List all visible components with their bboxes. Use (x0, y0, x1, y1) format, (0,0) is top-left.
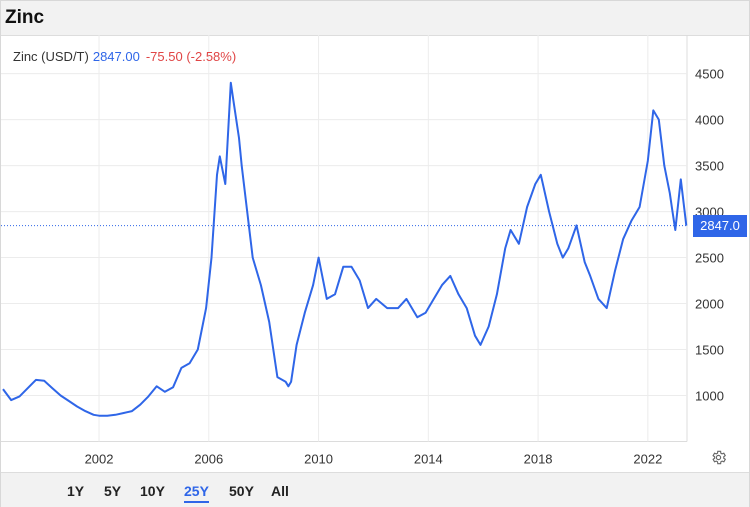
legend-series-name: Zinc (USD/T) (13, 49, 89, 64)
x-tick-label: 2022 (633, 452, 662, 467)
legend-change: -75.50 (-2.58%) (145, 49, 237, 64)
range-10y-button[interactable]: 10Y (140, 483, 165, 499)
y-tick-label: 2000 (695, 297, 724, 312)
x-tick-label: 2014 (414, 452, 443, 467)
range-5y-button[interactable]: 5Y (104, 483, 122, 499)
x-axis: 2002 2006 2010 2014 2018 2022 (85, 452, 663, 467)
legend-price: 2847.00 (92, 49, 140, 64)
y-tick-label: 1000 (695, 389, 724, 404)
gear-icon[interactable] (710, 449, 727, 466)
range-50y-button[interactable]: 50Y (229, 483, 254, 499)
y-tick-label: 1500 (695, 343, 724, 358)
chart-grid (1, 35, 688, 442)
series-line (2, 81, 688, 417)
page-title: Zinc (5, 7, 45, 28)
range-25y-button[interactable]: 25Y (184, 483, 209, 503)
chart-legend: Zinc (USD/T) 2847.00 -75.50 (-2.58%) (13, 49, 236, 64)
range-selector: 1Y 5Y 10Y 25Y 50Y All (1, 472, 749, 507)
last-price-tag: 2847.0 (693, 214, 747, 237)
y-tick-label: 4000 (695, 113, 724, 128)
y-tick-label: 3500 (695, 159, 724, 174)
x-tick-label: 2006 (194, 452, 223, 467)
range-1y-button[interactable]: 1Y (67, 483, 85, 499)
plot-area (1, 81, 688, 417)
x-tick-label: 2018 (524, 452, 553, 467)
y-tick-label: 2500 (695, 251, 724, 266)
title-bar: Zinc (1, 1, 749, 36)
range-all-button[interactable]: All (271, 483, 289, 499)
x-tick-label: 2010 (304, 452, 333, 467)
x-tick-label: 2002 (85, 452, 114, 467)
y-tick-label: 4500 (695, 67, 724, 82)
